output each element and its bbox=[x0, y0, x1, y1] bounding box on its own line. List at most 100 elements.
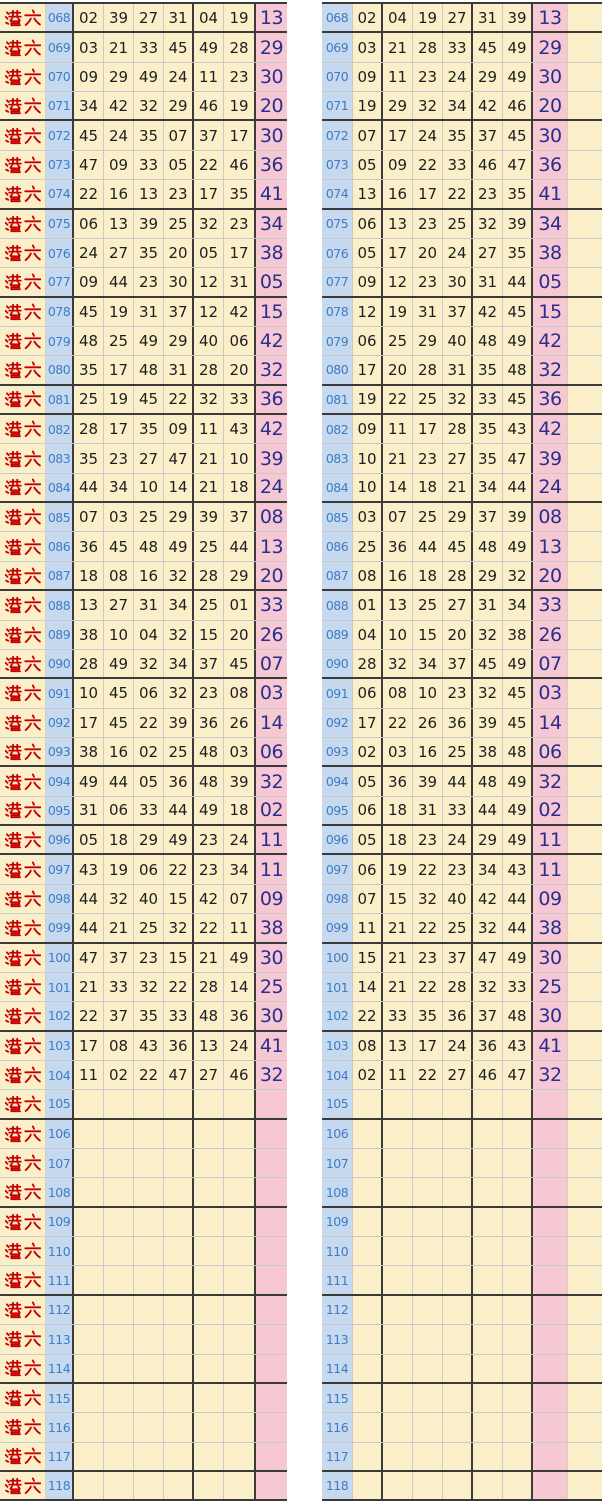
drawn-number-2-value: 13 bbox=[387, 214, 408, 233]
table-row: 港六10121333222281425 bbox=[0, 972, 287, 1003]
issue-number: 117 bbox=[322, 1442, 353, 1470]
drawn-number-4: 47 bbox=[164, 444, 194, 473]
drawn-number-2: 19 bbox=[104, 297, 134, 326]
special-number bbox=[256, 1119, 287, 1149]
drawn-number-6: 48 bbox=[503, 1002, 533, 1030]
drawn-number-6: 45 bbox=[503, 121, 533, 150]
drawn-number-4-value: 49 bbox=[168, 537, 188, 556]
special-number: 38 bbox=[256, 238, 287, 268]
drawn-number-3 bbox=[134, 1354, 164, 1382]
drawn-number-5: 32 bbox=[473, 972, 503, 1002]
drawn-number-2-value: 25 bbox=[108, 332, 129, 351]
drawn-number-5: 42 bbox=[473, 92, 503, 120]
mark-six-glyphs-icon bbox=[4, 743, 41, 760]
drawn-number-1: 22 bbox=[353, 1002, 383, 1030]
issue-number-value: 118 bbox=[47, 1478, 71, 1494]
drawn-number-3-value: 10 bbox=[138, 478, 159, 497]
special-number: 03 bbox=[533, 679, 568, 708]
special-number-value: 38 bbox=[259, 916, 284, 939]
issue-number: 111 bbox=[322, 1266, 353, 1294]
drawn-number-6: 43 bbox=[503, 415, 533, 444]
drawn-number-3: 04 bbox=[134, 620, 164, 649]
drawn-number-1: 49 bbox=[74, 767, 104, 796]
drawn-number-6-value: 35 bbox=[507, 244, 527, 263]
drawn-number-3-value: 25 bbox=[417, 390, 438, 409]
drawn-number-4 bbox=[443, 1266, 473, 1294]
issue-number: 090 bbox=[322, 649, 353, 678]
drawn-number-1 bbox=[74, 1442, 104, 1470]
drawn-number-4: 35 bbox=[443, 121, 473, 150]
drawn-number-1-value: 04 bbox=[357, 625, 377, 644]
drawn-number-4: 29 bbox=[443, 503, 473, 532]
drawn-number-5 bbox=[473, 1383, 503, 1413]
table-row: 港六107 bbox=[0, 1149, 287, 1179]
drawn-number-6-value: 20 bbox=[229, 360, 249, 379]
drawn-number-3-value: 23 bbox=[138, 948, 159, 967]
special-number: 32 bbox=[533, 767, 568, 796]
issue-number: 112 bbox=[322, 1295, 353, 1325]
drawn-number-6 bbox=[224, 1471, 256, 1500]
drawn-number-2: 29 bbox=[104, 62, 134, 92]
drawn-number-4: 25 bbox=[443, 737, 473, 766]
drawn-number-5-value: 28 bbox=[198, 360, 219, 379]
table-row: 085 03 07 25 29 37 39 08 bbox=[322, 503, 602, 533]
issue-number: 108 bbox=[322, 1178, 353, 1206]
drawn-number-6-value: 44 bbox=[507, 478, 527, 497]
issue-number-value: 114 bbox=[47, 1360, 71, 1376]
special-number: 13 bbox=[533, 532, 568, 561]
drawn-number-3: 15 bbox=[413, 620, 443, 649]
drawn-number-3-value: 35 bbox=[417, 1006, 438, 1025]
drawn-number-2 bbox=[104, 1119, 134, 1149]
special-number: 39 bbox=[533, 444, 568, 473]
special-number-value: 24 bbox=[259, 476, 284, 499]
issue-number-value: 116 bbox=[47, 1419, 71, 1435]
mark-six-label: 港六 bbox=[0, 1442, 46, 1470]
drawn-number-4: 20 bbox=[164, 238, 194, 268]
drawn-number-4 bbox=[164, 1090, 194, 1118]
drawn-number-4-value: 24 bbox=[447, 244, 467, 263]
mark-six-label: 港六 bbox=[0, 415, 46, 444]
table-row: 港六09844324015420709 bbox=[0, 884, 287, 915]
drawn-number-5 bbox=[194, 1149, 224, 1178]
drawn-number-6: 18 bbox=[224, 796, 256, 825]
table-row: 港六106 bbox=[0, 1119, 287, 1150]
drawn-number-1: 05 bbox=[74, 826, 104, 854]
issue-number-value: 081 bbox=[325, 391, 349, 407]
issue-number-value: 118 bbox=[325, 1478, 349, 1494]
drawn-number-4-value: 39 bbox=[168, 713, 188, 732]
issue-number: 098 bbox=[322, 884, 353, 914]
table-row: 091 06 08 10 23 32 45 03 bbox=[322, 679, 602, 709]
issue-number-value: 109 bbox=[325, 1214, 349, 1230]
issue-number-value: 105 bbox=[325, 1096, 349, 1112]
table-row: 港六109 bbox=[0, 1207, 287, 1238]
mark-six-glyphs-icon bbox=[4, 566, 41, 584]
drawn-number-1: 02 bbox=[353, 4, 383, 32]
table-row: 112 bbox=[322, 1295, 602, 1326]
drawn-number-3-value: 17 bbox=[417, 420, 438, 439]
special-number: 05 bbox=[256, 268, 287, 296]
drawn-number-5: 48 bbox=[473, 326, 503, 356]
special-number: 38 bbox=[256, 914, 287, 942]
drawn-number-2: 21 bbox=[383, 972, 413, 1002]
issue-number: 093 bbox=[322, 737, 353, 766]
drawn-number-6: 42 bbox=[224, 297, 256, 326]
table-row: 港六10317084336132441 bbox=[0, 1031, 287, 1061]
drawn-number-3-value: 22 bbox=[417, 155, 438, 174]
issue-number: 089 bbox=[46, 620, 74, 649]
drawn-number-1: 18 bbox=[74, 561, 104, 590]
drawn-number-5: 42 bbox=[473, 884, 503, 914]
drawn-number-6: 37 bbox=[224, 503, 256, 532]
drawn-number-1-value: 03 bbox=[357, 38, 377, 57]
mark-six-glyphs-icon bbox=[4, 655, 41, 672]
drawn-number-4-value: 33 bbox=[447, 801, 467, 820]
drawn-number-6: 49 bbox=[503, 767, 533, 796]
special-number bbox=[256, 1383, 287, 1413]
drawn-number-3: 33 bbox=[134, 33, 164, 62]
drawn-number-3: 33 bbox=[134, 796, 164, 825]
table-row: 港六112 bbox=[0, 1295, 287, 1326]
special-number bbox=[533, 1178, 568, 1206]
drawn-number-6: 44 bbox=[503, 473, 533, 502]
issue-number: 099 bbox=[322, 914, 353, 942]
issue-number: 069 bbox=[322, 33, 353, 62]
filler-cell bbox=[568, 473, 602, 502]
